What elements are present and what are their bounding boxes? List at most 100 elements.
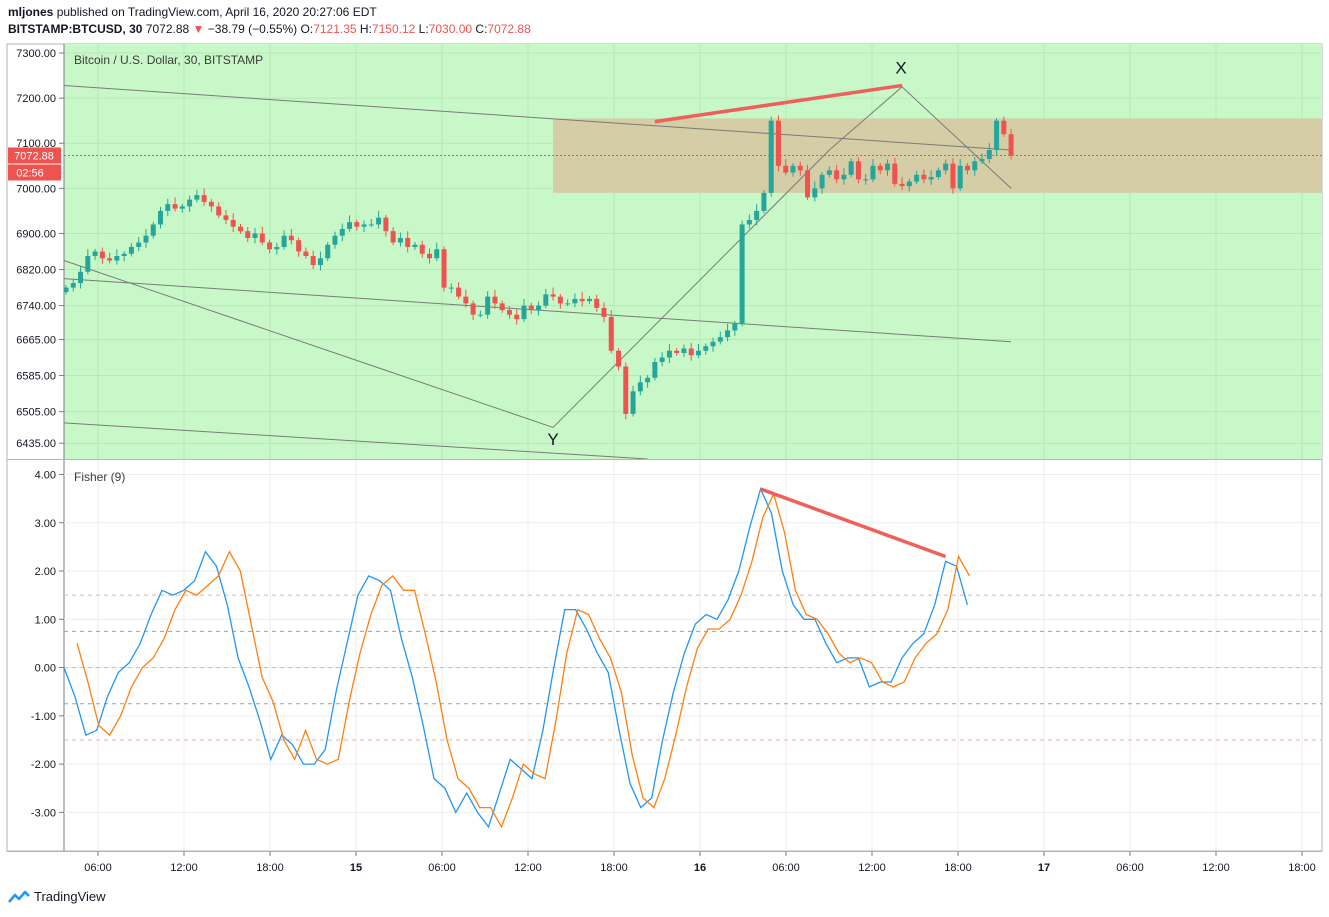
candle-body[interactable] <box>245 231 251 238</box>
candle-body[interactable] <box>565 303 571 305</box>
candle-body[interactable] <box>885 163 891 171</box>
candle-body[interactable] <box>194 195 200 200</box>
candle-body[interactable] <box>725 330 731 338</box>
trendline[interactable] <box>552 149 830 428</box>
candle-body[interactable] <box>383 217 389 232</box>
candle-body[interactable] <box>972 161 978 171</box>
candle-body[interactable] <box>870 165 876 180</box>
price-pane[interactable]: 7300.00 7200.00 7100.00 7000.00 6900.00 6820.… <box>6 43 1323 852</box>
candle-body[interactable] <box>121 253 127 257</box>
candle-body[interactable] <box>172 204 178 209</box>
candle-body[interactable] <box>281 235 287 247</box>
candle-body[interactable] <box>85 256 91 272</box>
candle-body[interactable] <box>994 120 1000 151</box>
candle-body[interactable] <box>550 294 556 297</box>
candle-body[interactable] <box>397 237 403 243</box>
trendline[interactable] <box>63 260 554 428</box>
candle-body[interactable] <box>608 316 614 351</box>
candle-body[interactable] <box>826 170 832 175</box>
candle-body[interactable] <box>783 165 789 173</box>
candle-body[interactable] <box>754 210 760 220</box>
candle-body[interactable] <box>790 165 796 173</box>
candle-body[interactable] <box>158 210 164 225</box>
candle-body[interactable] <box>797 165 803 171</box>
fisher-pane[interactable]: 4.00 3.00 2.00 1.00 0.00 -1.00 -2.00 -3.00 Fishe… <box>7 460 1322 852</box>
candle-body[interactable] <box>179 206 185 209</box>
candle-body[interactable] <box>863 179 869 181</box>
candle-body[interactable] <box>819 174 825 189</box>
candle-body[interactable] <box>419 244 425 254</box>
candle-body[interactable] <box>485 296 491 315</box>
candle-body[interactable] <box>528 305 534 311</box>
candle-body[interactable] <box>361 224 367 227</box>
candle-body[interactable] <box>914 174 920 182</box>
candle-body[interactable] <box>477 314 483 316</box>
candle-body[interactable] <box>928 177 934 180</box>
candle-body[interactable] <box>427 253 432 259</box>
candle-body[interactable] <box>623 366 629 414</box>
trendline[interactable] <box>829 86 903 151</box>
candle-body[interactable] <box>303 251 309 257</box>
candle-body[interactable] <box>208 201 214 207</box>
candle-body[interactable] <box>506 310 512 315</box>
candle-body[interactable] <box>230 219 236 227</box>
candle-body[interactable] <box>441 249 447 288</box>
candle-body[interactable] <box>950 163 956 189</box>
candle-body[interactable] <box>943 163 949 171</box>
candle-body[interactable] <box>107 258 113 261</box>
candle-body[interactable] <box>223 215 229 220</box>
candle-body[interactable] <box>645 377 651 383</box>
candle-body[interactable] <box>376 217 382 225</box>
candle-body[interactable] <box>78 271 84 284</box>
fisher-divergence-line[interactable] <box>759 487 947 559</box>
candle-body[interactable] <box>201 195 207 202</box>
candle-body[interactable] <box>317 258 323 266</box>
candle-body[interactable] <box>470 303 476 315</box>
candle-body[interactable] <box>964 165 970 171</box>
candle-body[interactable] <box>834 170 840 180</box>
candle-body[interactable] <box>536 305 542 311</box>
candle-body[interactable] <box>921 174 927 180</box>
candle-body[interactable] <box>252 233 258 238</box>
candle-body[interactable] <box>805 170 811 198</box>
time-axis[interactable]: 06:00 12:00 18:00 15 06:00 12:00 18:00 16 06:00 1… <box>84 851 1316 874</box>
candle-body[interactable] <box>136 242 142 247</box>
candle-body[interactable] <box>354 222 360 227</box>
candle-body[interactable] <box>150 224 156 236</box>
candle-body[interactable] <box>892 163 898 184</box>
candle-body[interactable] <box>674 350 680 353</box>
candle-body[interactable] <box>739 224 745 324</box>
candle-body[interactable] <box>165 204 171 211</box>
candle-body[interactable] <box>717 337 723 342</box>
candle-body[interactable] <box>390 231 396 243</box>
candle-body[interactable] <box>288 235 294 241</box>
candle-body[interactable] <box>187 199 193 207</box>
candle-body[interactable] <box>877 165 883 171</box>
candle-body[interactable] <box>499 303 505 311</box>
author-name[interactable]: mljones <box>8 5 54 19</box>
candle-body[interactable] <box>855 161 861 180</box>
candle-body[interactable] <box>746 219 752 225</box>
candle-body[interactable] <box>732 323 738 331</box>
candle-body[interactable] <box>572 298 578 304</box>
candle-body[interactable] <box>703 346 709 351</box>
candle-body[interactable] <box>92 251 98 257</box>
candle-body[interactable] <box>368 224 374 226</box>
candle-body[interactable] <box>259 233 265 243</box>
candle-body[interactable] <box>557 296 563 304</box>
candle-body[interactable] <box>114 256 120 261</box>
candle-body[interactable] <box>812 188 818 198</box>
candle-body[interactable] <box>463 296 469 304</box>
candle-body[interactable] <box>296 240 302 252</box>
candle-body[interactable] <box>412 244 418 247</box>
candle-body[interactable] <box>681 348 687 353</box>
candle-body[interactable] <box>237 226 243 232</box>
brand-name[interactable]: TradingView <box>34 889 106 904</box>
candle-body[interactable] <box>448 287 454 289</box>
candle-body[interactable] <box>1001 120 1007 135</box>
candle-body[interactable] <box>659 357 665 363</box>
candle-body[interactable] <box>986 150 992 160</box>
candle-body[interactable] <box>899 183 905 187</box>
candle-body[interactable] <box>652 362 658 378</box>
trigger-line[interactable] <box>76 491 971 829</box>
